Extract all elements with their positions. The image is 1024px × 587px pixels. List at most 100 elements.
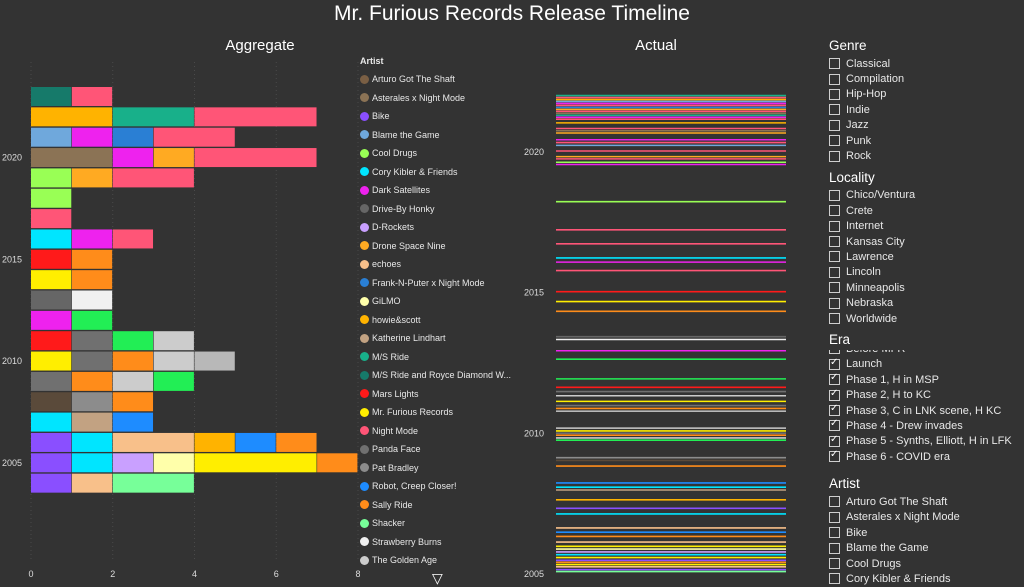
checkbox[interactable] — [829, 135, 840, 147]
checkbox[interactable] — [829, 313, 840, 325]
legend-item[interactable]: Bike — [360, 107, 520, 126]
checkbox[interactable] — [829, 104, 840, 116]
checkbox[interactable] — [829, 511, 840, 523]
era-filter-option[interactable]: Phase 3, C in LNK scene, H KC — [829, 403, 1012, 418]
checkbox[interactable] — [829, 297, 840, 309]
legend-item[interactable]: M/S Ride — [360, 348, 520, 367]
filter-option-label: Bike — [846, 526, 868, 539]
legend-item[interactable]: Asterales x Night Mode — [360, 89, 520, 108]
checkbox[interactable] — [829, 350, 840, 355]
checkbox[interactable] — [829, 205, 840, 217]
aggregate-chart[interactable]: 0 2 4 6 8 2020 2015 2010 2005 — [0, 52, 360, 586]
checkbox[interactable] — [829, 266, 840, 278]
legend-item[interactable]: Panda Face — [360, 440, 520, 459]
bar-segment — [31, 209, 72, 229]
genre-filter-option[interactable]: Rock — [829, 148, 1024, 163]
legend-swatch — [360, 74, 369, 84]
checkbox[interactable] — [829, 449, 840, 463]
legend-item[interactable]: Blame the Game — [360, 126, 520, 145]
genre-filter-option[interactable]: Classical — [829, 56, 1024, 71]
era-filter-option[interactable]: Phase 4 - Drew invades — [829, 418, 1012, 433]
artist-filter-option[interactable]: Cool Drugs — [829, 556, 1024, 571]
legend-item[interactable]: Arturo Got The Shaft — [360, 70, 520, 89]
filter-option-label: Indie — [846, 103, 870, 116]
checkbox[interactable] — [829, 403, 840, 416]
legend-item[interactable]: Shacker — [360, 514, 520, 533]
checkbox[interactable] — [829, 527, 840, 539]
checkbox[interactable] — [829, 496, 840, 508]
legend-item[interactable]: Mr. Furious Records — [360, 403, 520, 422]
era-filter-option[interactable]: Phase 5 - Synths, Elliott, H in LFK — [829, 434, 1012, 449]
artist-filter-option[interactable]: Blame the Game — [829, 540, 1024, 555]
legend-item[interactable]: Drone Space Nine — [360, 237, 520, 256]
checkbox[interactable] — [829, 573, 840, 585]
checkbox[interactable] — [829, 282, 840, 294]
legend-item[interactable]: Strawberry Burns — [360, 533, 520, 552]
legend-item[interactable]: Robot, Creep Closer! — [360, 477, 520, 496]
artist-filter-option[interactable]: Asterales x Night Mode — [829, 510, 1024, 525]
legend-scroll-down-icon[interactable]: ▽ — [432, 570, 443, 586]
locality-filter-option[interactable]: Kansas City — [829, 234, 1024, 249]
checkbox[interactable] — [829, 251, 840, 263]
era-filter-option[interactable]: Launch — [829, 357, 1012, 372]
checkbox[interactable] — [829, 434, 840, 447]
legend-item[interactable]: Frank-N-Puter x Night Mode — [360, 274, 520, 293]
checkbox[interactable] — [829, 542, 840, 554]
legend-item[interactable]: Katherine Lindhart — [360, 329, 520, 348]
legend-item[interactable]: Mars Lights — [360, 385, 520, 404]
checkbox[interactable] — [829, 119, 840, 131]
genre-filter-option[interactable]: Compilation — [829, 71, 1024, 86]
checkbox[interactable] — [829, 388, 840, 401]
bar-segment — [276, 432, 317, 452]
genre-filter-option[interactable]: Punk — [829, 133, 1024, 148]
checkbox[interactable] — [829, 372, 840, 386]
legend-swatch — [360, 389, 369, 399]
legend-item[interactable]: Pat Bradley — [360, 459, 520, 478]
checkbox[interactable] — [829, 88, 840, 100]
era-filter-option[interactable]: Phase 1, H in MSP — [829, 372, 1012, 387]
legend-item[interactable]: howie&scott — [360, 311, 520, 330]
legend-item[interactable]: The Golden Age — [360, 551, 520, 570]
genre-filter-option[interactable]: Indie — [829, 102, 1024, 117]
checkbox[interactable] — [829, 236, 840, 248]
locality-filter-option[interactable]: Lincoln — [829, 265, 1024, 280]
artist-filter-option[interactable]: Arturo Got The Shaft — [829, 494, 1024, 509]
legend-item[interactable]: Night Mode — [360, 422, 520, 441]
checkbox[interactable] — [829, 220, 840, 232]
legend-swatch — [360, 222, 369, 232]
legend-item[interactable]: echoes — [360, 255, 520, 274]
era-filter-option[interactable]: Phase 6 - COVID era — [829, 449, 1012, 464]
checkbox[interactable] — [829, 418, 840, 432]
legend-item[interactable]: Cool Drugs — [360, 144, 520, 163]
era-filter-option[interactable]: Before MFR — [829, 350, 1012, 356]
locality-filter-option[interactable]: Minneapolis — [829, 280, 1024, 295]
genre-filter-option[interactable]: Hip-Hop — [829, 87, 1024, 102]
artist-filter-option[interactable]: Cory Kibler & Friends — [829, 571, 1024, 586]
legend-item[interactable]: Sally Ride — [360, 496, 520, 515]
legend-item[interactable]: M/S Ride and Royce Diamond W... — [360, 366, 520, 385]
locality-filter-option[interactable]: Internet — [829, 219, 1024, 234]
legend-item[interactable]: Dark Satellites — [360, 181, 520, 200]
locality-filter-option[interactable]: Chico/Ventura — [829, 188, 1024, 203]
artist-filter-option[interactable]: Bike — [829, 525, 1024, 540]
era-filter-option[interactable]: Phase 2, H to KC — [829, 387, 1012, 402]
checkbox[interactable] — [829, 189, 840, 201]
genre-filter-option[interactable]: Jazz — [829, 118, 1024, 133]
locality-filter-option[interactable]: Nebraska — [829, 295, 1024, 310]
checkbox[interactable] — [829, 558, 840, 569]
checkbox[interactable] — [829, 357, 840, 370]
locality-filter-option[interactable]: Lawrence — [829, 249, 1024, 264]
legend-item[interactable]: Drive-By Honky — [360, 200, 520, 219]
checkbox[interactable] — [829, 150, 840, 162]
bar-segment — [31, 188, 72, 208]
filter-option-label: Phase 1, H in MSP — [846, 373, 939, 386]
locality-filter-option[interactable]: Worldwide — [829, 311, 1024, 326]
legend-item[interactable]: GiLMO — [360, 292, 520, 311]
legend-item[interactable]: D-Rockets — [360, 218, 520, 237]
checkbox[interactable] — [829, 58, 840, 70]
actual-chart[interactable]: 2005 2010 2015 2020 — [520, 52, 800, 586]
checkbox[interactable] — [829, 73, 840, 85]
legend-item[interactable]: Cory Kibler & Friends — [360, 163, 520, 182]
bar-segment — [31, 351, 72, 371]
locality-filter-option[interactable]: Crete — [829, 203, 1024, 218]
